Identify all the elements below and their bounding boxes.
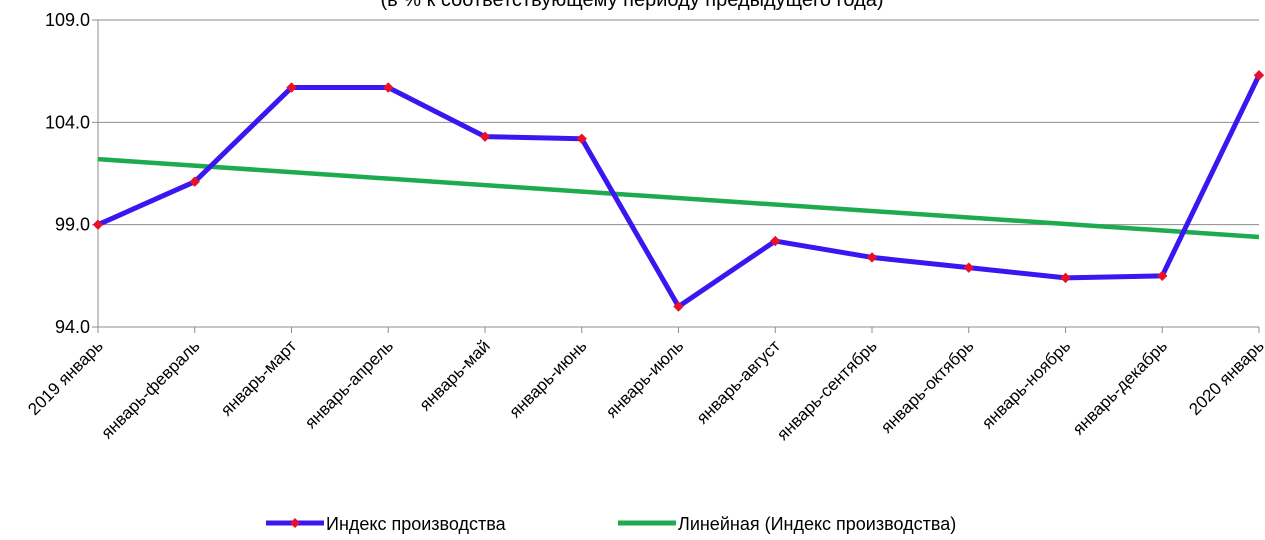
x-tick-label: январь-сентябрь — [773, 336, 881, 444]
data-point-marker[interactable] — [1060, 272, 1071, 284]
data-point-marker[interactable] — [673, 301, 684, 312]
x-tick-label: январь-декабрь — [1069, 336, 1171, 438]
legend-label-linear-trend: Линейная (Индекс производства) — [678, 514, 956, 534]
trend-line — [97, 156, 1260, 240]
y-tick-label: 109.0 — [45, 10, 90, 30]
axes — [92, 19, 1260, 333]
series-layer — [92, 70, 1265, 312]
data-point-marker[interactable] — [189, 176, 200, 187]
legend-label-production-index: Индекс производства — [326, 514, 507, 534]
x-tick-label: январь-февраль — [97, 336, 203, 442]
series-line-production-index — [96, 74, 1262, 310]
x-tick-label: январь-июнь — [505, 336, 590, 421]
x-tick-label: 2020 январь — [1185, 336, 1265, 419]
x-tick-label: январь-апрель — [301, 336, 397, 432]
y-tick-label: 104.0 — [45, 112, 90, 132]
x-tick-label: январь-май — [416, 336, 494, 414]
data-point-marker[interactable] — [770, 235, 781, 247]
data-point-marker[interactable] — [383, 82, 394, 93]
x-tick-label: январь-август — [693, 336, 784, 427]
data-point-marker[interactable] — [866, 252, 878, 263]
y-tick-label: 99.0 — [55, 215, 90, 235]
legend-item-production-index[interactable]: Индекс производства — [266, 514, 507, 534]
x-tick-label: январь-июль — [602, 336, 687, 421]
x-tick-label: январь-ноябрь — [978, 336, 1074, 432]
gridlines — [98, 19, 1259, 226]
x-tick-label: 2019 январь — [24, 336, 107, 419]
x-tick-label: январь-октябрь — [877, 336, 977, 436]
legend: Индекс производства Линейная (Индекс про… — [266, 514, 956, 534]
legend-item-linear-trend[interactable]: Линейная (Индекс производства) — [618, 514, 956, 534]
data-point-marker[interactable] — [1157, 270, 1168, 282]
data-point-marker[interactable] — [576, 133, 587, 144]
data-point-marker[interactable] — [963, 262, 974, 273]
x-tick-label: январь-март — [217, 336, 300, 419]
data-point-marker[interactable] — [1253, 70, 1265, 81]
y-tick-label: 94.0 — [55, 317, 90, 337]
data-point-marker[interactable] — [286, 82, 297, 93]
data-point-marker[interactable] — [92, 219, 104, 230]
legend-marker-diamond — [290, 518, 300, 528]
data-point-marker[interactable] — [479, 131, 491, 142]
chart-subtitle: (в % к соответствующему периоду предыдущ… — [380, 0, 883, 11]
y-axis-tick-labels: 94.0 99.0 104.0 109.0 — [45, 10, 90, 337]
